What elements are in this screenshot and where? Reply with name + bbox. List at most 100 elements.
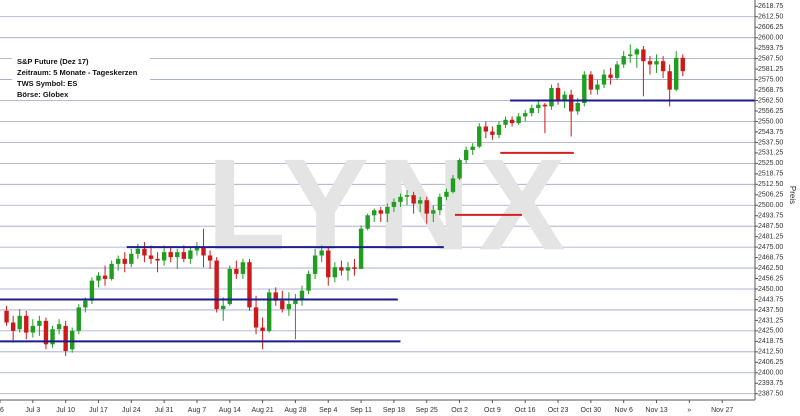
y-tick-label: 2475.00 <box>758 244 783 251</box>
y-tick-label: 2587.50 <box>758 55 783 62</box>
candle-body <box>332 267 338 278</box>
y-tick-label: 2593.75 <box>758 45 783 52</box>
y-tick-label: 2443.75 <box>758 296 783 303</box>
candle-body <box>50 329 55 345</box>
x-tick-label: Jul 10 <box>56 407 75 414</box>
candle-body <box>194 247 200 251</box>
y-tick-label: 2543.75 <box>758 129 783 136</box>
y-tick-label: 2406.25 <box>758 359 783 366</box>
candle-body <box>30 325 36 333</box>
y-tick-label: 2600.00 <box>758 35 783 42</box>
candle-body <box>536 104 541 109</box>
candle-body <box>326 250 331 278</box>
candle-body <box>647 61 653 65</box>
candle-body <box>588 74 594 90</box>
info-line: S&P Future (Dez 17) <box>17 57 89 66</box>
candle-body <box>253 307 259 328</box>
candle-body <box>102 275 108 279</box>
candle-body <box>411 195 416 204</box>
candle-body <box>115 258 121 264</box>
y-tick-label: 2612.50 <box>758 14 783 21</box>
candle-body <box>378 210 383 214</box>
y-tick-label: 2481.25 <box>758 233 783 240</box>
x-tick-label: Sep 11 <box>350 407 372 414</box>
candle-body <box>129 253 134 264</box>
info-line: Zeitraum: 5 Monate - Tageskerzen <box>17 68 138 77</box>
x-tick-label: Oct 16 <box>515 407 536 414</box>
candle-body <box>523 113 528 117</box>
candle-body <box>641 49 646 62</box>
y-tick-label: 2518.75 <box>758 171 783 178</box>
candle-body <box>372 210 377 216</box>
y-tick-label: 2606.25 <box>758 24 783 31</box>
candle-body <box>4 310 9 323</box>
y-tick-label: 2550.00 <box>758 118 783 125</box>
levels <box>0 99 755 343</box>
candle-body <box>634 49 640 55</box>
y-tick-label: 2562.50 <box>758 97 783 104</box>
candle-body <box>667 71 672 90</box>
candle-body <box>555 87 561 100</box>
watermark: LYNX <box>207 131 574 277</box>
candle-body <box>417 200 423 204</box>
candle-body <box>299 290 305 300</box>
candle-body <box>470 146 475 150</box>
y-tick-label: 2575.00 <box>758 76 783 83</box>
candle-body <box>63 325 68 351</box>
x-tick-label: Nov 27 <box>711 407 733 414</box>
x-tick-label: Jul 3 <box>25 407 40 414</box>
candle-body <box>483 126 489 132</box>
x-tick-label: Oct 30 <box>581 407 602 414</box>
y-tick-label: 2431.25 <box>758 317 783 324</box>
candle-body <box>385 206 390 214</box>
candle-body <box>37 320 42 326</box>
candle-body <box>457 160 462 179</box>
candle-body <box>10 322 16 331</box>
candle-body <box>516 116 521 124</box>
x-tick-label: Jul 17 <box>89 407 108 414</box>
candle-body <box>450 178 456 192</box>
y-tick-label: 2525.00 <box>758 160 783 167</box>
y-tick-label: 2618.75 <box>758 3 783 10</box>
x-tick-label: Sep 18 <box>383 407 405 414</box>
candle-body <box>56 324 62 330</box>
candle-body <box>339 267 344 271</box>
candle-body <box>293 299 298 305</box>
candle-body <box>155 258 160 261</box>
candle-body <box>496 124 502 135</box>
candle-body <box>404 195 410 197</box>
candle-body <box>608 74 613 78</box>
candle-body <box>273 292 278 301</box>
candle-body <box>122 258 127 264</box>
x-tick-label: » <box>687 407 691 414</box>
x-tick-label: Oct 23 <box>548 407 569 414</box>
candle-body <box>221 305 226 310</box>
candle-body <box>680 57 685 72</box>
candle-body <box>188 250 193 259</box>
y-tick-label: 2531.25 <box>758 150 783 157</box>
x-tick-label: Oct 9 <box>484 407 501 414</box>
y-tick-label: 2500.00 <box>758 202 783 209</box>
candle-body <box>319 250 324 256</box>
candle-body <box>595 84 600 90</box>
candle-body <box>621 56 626 65</box>
candle-body <box>490 131 495 135</box>
candle-body <box>312 255 318 274</box>
x-tick-label: Sep 25 <box>416 407 438 414</box>
info-line: Börse: Globex <box>17 90 69 99</box>
y-tick-label: 2456.25 <box>758 275 783 282</box>
y-tick-label: 2387.50 <box>758 391 783 398</box>
candle-body <box>391 201 397 207</box>
candle-body <box>70 330 75 350</box>
y-tick-label: 2493.75 <box>758 213 783 220</box>
candle-body <box>549 87 554 107</box>
y-tick-label: 2556.25 <box>758 108 783 115</box>
candle-body <box>286 304 292 310</box>
y-tick-label: 2468.75 <box>758 254 783 261</box>
candle-body <box>575 103 580 112</box>
candle-body <box>542 104 548 107</box>
x-tick-label: 26 <box>0 407 4 414</box>
x-tick-label: Jul 31 <box>155 407 174 414</box>
candle-body <box>601 74 607 85</box>
